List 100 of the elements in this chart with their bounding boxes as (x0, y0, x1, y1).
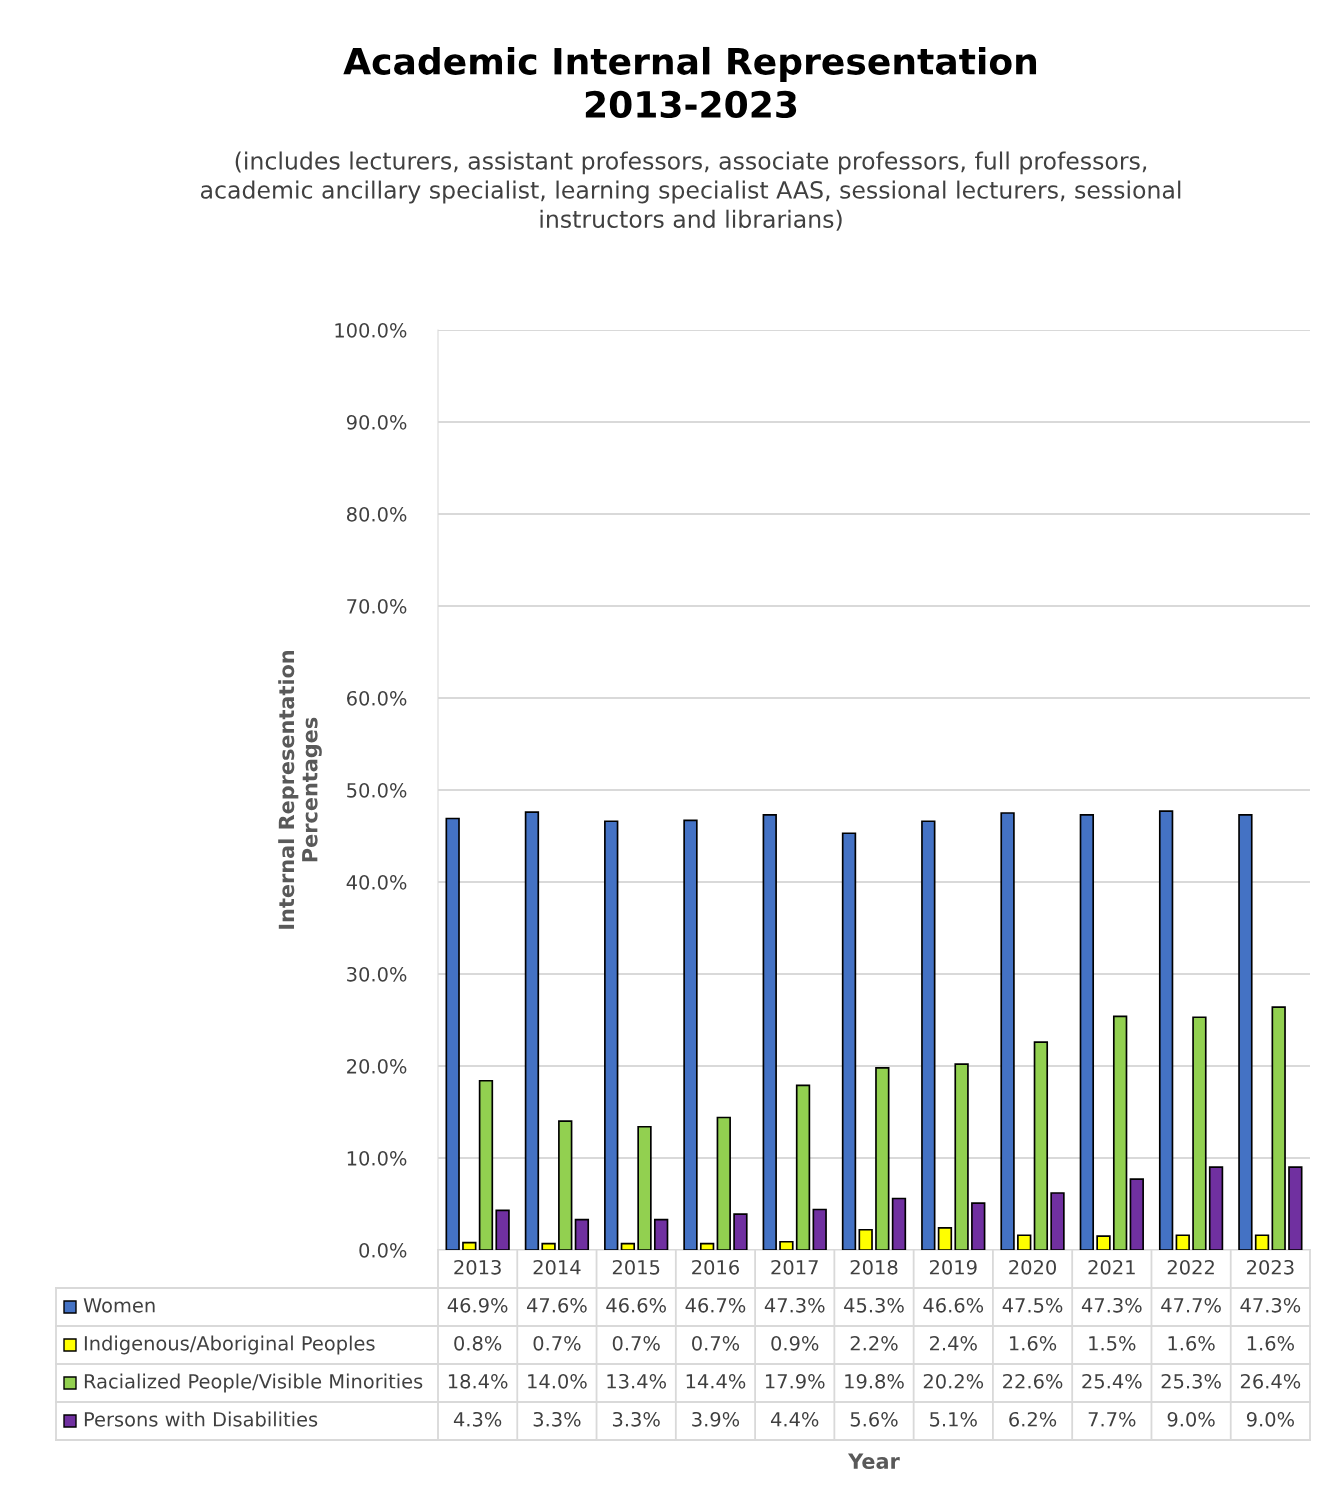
bar (1000, 812, 1015, 1250)
legend-label: Persons with Disabilities (84, 1411, 318, 1427)
y-tick-label: 80.0% (346, 506, 407, 522)
bar (524, 811, 540, 1250)
data-label: 1.6% (1247, 1335, 1294, 1351)
bar (1288, 1166, 1303, 1250)
data-label: 4.4% (770, 1411, 819, 1427)
data-label: 2.2% (850, 1335, 898, 1351)
y-tick-label: 40.0% (346, 874, 407, 890)
bar (462, 1241, 477, 1250)
data-label: 46.6% (923, 1297, 984, 1313)
data-label: 4.3% (453, 1411, 502, 1427)
data-label: 47.7% (1161, 1297, 1221, 1313)
y-tick-label: 10.0% (347, 1150, 407, 1166)
data-label: 25.4% (1082, 1373, 1142, 1389)
bar (1017, 1234, 1032, 1250)
bar (574, 1218, 590, 1250)
x-tick-label: 2013 (454, 1259, 501, 1275)
data-label: 3.3% (612, 1411, 660, 1427)
y-tick-label: 20.0% (347, 1058, 407, 1074)
bar (1033, 1041, 1049, 1250)
data-label: 13.4% (607, 1373, 666, 1389)
bar (716, 1116, 731, 1250)
data-label: 0.7% (692, 1335, 740, 1351)
data-label: 0.7% (612, 1335, 660, 1351)
data-label: 14.4% (686, 1373, 746, 1389)
data-label: 9.0% (1246, 1411, 1294, 1427)
data-label: 5.1% (930, 1411, 977, 1427)
data-label: 46.7% (685, 1297, 746, 1313)
bar (812, 1208, 827, 1250)
bar (937, 1227, 953, 1250)
data-label: 17.9% (765, 1373, 825, 1389)
data-label: 3.9% (692, 1411, 740, 1427)
bar (495, 1209, 510, 1250)
x-tick-label: 2017 (771, 1259, 818, 1275)
data-label: 18.4% (448, 1373, 508, 1389)
chart-title: Academic Internal Representation 2013-2023 (343, 46, 1037, 119)
y-tick-label: 30.0% (347, 966, 407, 982)
bar (620, 1242, 636, 1250)
bar (653, 1218, 669, 1250)
y-tick-label: 0.0% (359, 1242, 407, 1258)
x-tick-label: 2023 (1247, 1259, 1294, 1275)
legend-label: Women (83, 1298, 155, 1313)
bar (1208, 1166, 1224, 1250)
data-label: 26.4% (1240, 1373, 1301, 1389)
bar (795, 1084, 811, 1250)
bar (891, 1197, 907, 1250)
y-tick-label: 90.0% (346, 414, 407, 430)
bar (1079, 814, 1095, 1250)
y-tick-label: 100.0% (335, 322, 407, 338)
data-label: 5.6% (850, 1411, 898, 1427)
x-tick-label: 2022 (1167, 1259, 1214, 1275)
bar (858, 1228, 873, 1250)
bar (1238, 814, 1253, 1250)
x-tick-label: 2020 (1009, 1259, 1056, 1275)
x-tick-label: 2018 (850, 1259, 898, 1275)
bar (1050, 1192, 1065, 1250)
bar (921, 820, 936, 1250)
bar (841, 832, 857, 1250)
bar (1112, 1015, 1128, 1250)
data-label: 0.8% (454, 1335, 502, 1351)
data-label: 1.6% (1009, 1335, 1057, 1351)
data-label: 7.7% (1088, 1411, 1136, 1427)
bar (1096, 1235, 1111, 1250)
bar (971, 1202, 986, 1250)
bar (683, 819, 698, 1250)
bar (445, 817, 460, 1250)
bar (637, 1125, 652, 1250)
bar (699, 1242, 715, 1250)
x-tick-label: 2015 (612, 1259, 660, 1275)
data-label: 9.0% (1167, 1411, 1215, 1427)
y-axis-title: Internal Representation Percentages (278, 650, 322, 929)
data-label: 3.3% (533, 1411, 581, 1427)
chart-subtitle: (includes lecturers, assistant professors, associate professors, full professors, academic ancillary specialist, learning specialist AAS, sessional lecturers, sessional instructors and librarians) (200, 151, 1181, 231)
bar (541, 1242, 556, 1250)
data-label: 47.3% (1081, 1297, 1142, 1313)
data-label: 47.3% (764, 1297, 825, 1313)
x-tick-label: 2014 (533, 1259, 581, 1275)
data-label: 47.5% (1002, 1297, 1063, 1313)
bar (779, 1240, 794, 1250)
y-tick-label: 60.0% (347, 690, 407, 706)
bar (1175, 1234, 1190, 1250)
data-label: 46.9% (447, 1297, 508, 1313)
data-label: 1.5% (1089, 1335, 1136, 1351)
legend-label: Indigenous/Aboriginal Peoples (84, 1335, 375, 1355)
data-label: 45.3% (844, 1297, 904, 1313)
bar (1129, 1178, 1144, 1250)
bar (1192, 1016, 1207, 1250)
bar (478, 1079, 494, 1250)
bar (1158, 810, 1174, 1250)
y-tick-label: 70.0% (347, 598, 407, 614)
data-label: 6.2% (1009, 1411, 1057, 1427)
bar (1254, 1234, 1270, 1250)
bar (1271, 1006, 1286, 1250)
text: Year (847, 1453, 900, 1470)
bar (733, 1213, 748, 1250)
bar (762, 814, 777, 1250)
bar (954, 1063, 969, 1250)
data-label: 14.0% (528, 1373, 587, 1389)
x-tick-label: 2021 (1088, 1259, 1135, 1275)
